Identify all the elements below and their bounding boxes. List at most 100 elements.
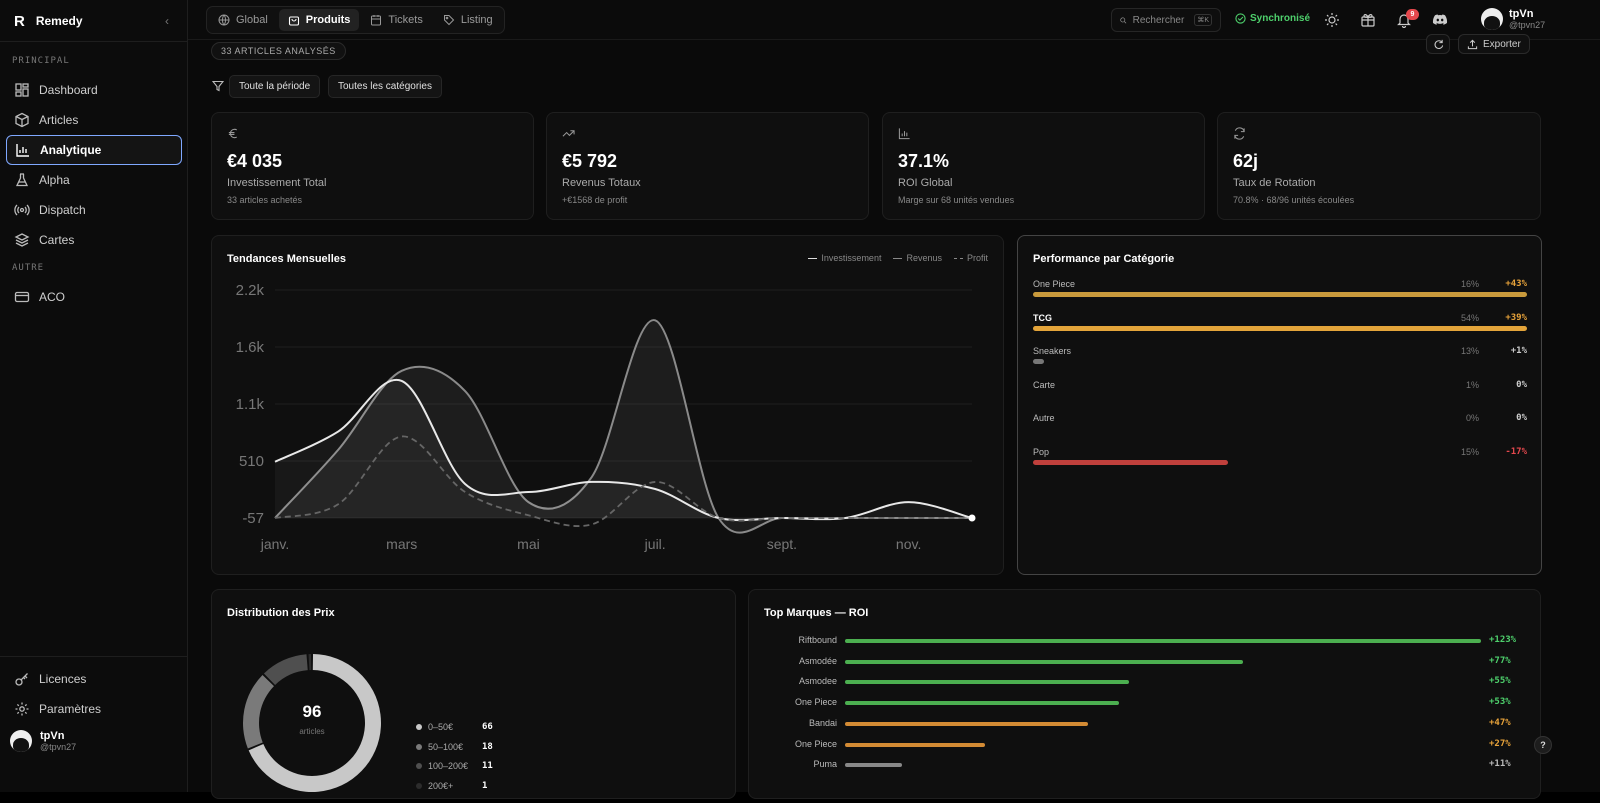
export-button[interactable]: Exporter [1458, 34, 1530, 54]
category-roi: +1% [1510, 346, 1527, 357]
sidebar-item-analytique[interactable]: Analytique [6, 135, 182, 165]
refresh-button[interactable] [1426, 34, 1450, 54]
category-name: TCG [1033, 312, 1052, 323]
brand-name: Riftbound [798, 635, 837, 645]
donut-total: 96 [302, 702, 322, 721]
performance-row[interactable]: Pop 15% -17% [1033, 447, 1527, 469]
category-share: 15% [1460, 447, 1479, 457]
kpi-label: Taux de Rotation [1233, 177, 1316, 189]
category-name: Carte [1033, 379, 1056, 390]
brand[interactable]: R Remedy [14, 12, 83, 30]
brands-card: Top Marques — ROI Riftbound +123% Asmodée +… [748, 589, 1541, 799]
search-icon [1120, 17, 1127, 23]
performance-row[interactable]: Carte 1% 0% [1033, 380, 1527, 402]
legend-revenus[interactable]: Revenus [893, 253, 942, 263]
sidebar-item-label: Licences [39, 672, 87, 686]
series-line-profit[interactable] [274, 435, 972, 527]
kpi-label: ROI Global [898, 177, 953, 189]
kpi-label: Investissement Total [227, 177, 327, 189]
price-donut-chart[interactable] [232, 643, 392, 803]
tab-listing[interactable]: Listing [434, 9, 502, 31]
sidebar-item-parametres[interactable]: Paramètres [6, 694, 182, 724]
brand-row[interactable]: Puma +11% [749, 759, 1541, 773]
x-tick-label: sept. [767, 536, 797, 552]
performance-row[interactable]: Autre 0% 0% [1033, 413, 1527, 435]
sidebar-item-label: Alpha [39, 173, 70, 187]
flask-icon [15, 173, 29, 187]
trends-chart[interactable]: 2.2k 1.6k 1.1k 510 -57 janv. mars mai juil. sept.… [212, 236, 1005, 576]
sidebar-item-label: Analytique [40, 143, 102, 157]
performance-row[interactable]: TCG 54% +39% [1033, 313, 1527, 335]
distribution-title: Distribution des Prix [227, 607, 335, 619]
performance-title: Performance par Catégorie [1033, 253, 1175, 265]
brand-row[interactable]: Asmodée +77% [749, 656, 1541, 670]
tab-global[interactable]: Global [209, 9, 277, 31]
series-line-investissement[interactable] [274, 378, 973, 522]
category-filter[interactable]: Toutes les catégories [328, 75, 442, 98]
brand-roi-bar [845, 701, 1120, 706]
main-content: 33 ARTICLES ANALYSÉS Exporter Toute la p… [188, 34, 1600, 799]
kpi-value: 62j [1233, 151, 1259, 171]
globe-icon [218, 14, 230, 26]
category-name: Sneakers [1033, 346, 1072, 357]
collapse-sidebar-icon[interactable]: ‹ [165, 14, 169, 28]
trends-card: Tendances Mensuelles Investissement Reve… [211, 235, 1004, 575]
donut-slice[interactable] [243, 674, 274, 749]
sidebar-item-cartes[interactable]: Cartes [6, 225, 182, 255]
brand-roi: +53% [1489, 697, 1511, 708]
sidebar-item-articles[interactable]: Articles [6, 105, 182, 135]
brand-roi-bar [845, 639, 1481, 643]
brand-row[interactable]: One Piece +27% [749, 739, 1541, 753]
brand-row[interactable]: Bandai +47% [749, 718, 1541, 732]
distribution-row: 100–200€ 11 [416, 761, 506, 773]
top-user-menu[interactable]: tpVn @tpvn27 [1481, 8, 1545, 30]
period-filter[interactable]: Toute la période [229, 75, 321, 98]
brand-row[interactable]: One Piece +53% [749, 697, 1541, 711]
sidebar-item-licences[interactable]: Licences [6, 664, 182, 694]
sidebar-item-dashboard[interactable]: Dashboard [6, 75, 182, 105]
discord-icon[interactable] [1432, 12, 1448, 28]
category-share: 0% [1465, 413, 1479, 424]
tab-label: Global [236, 14, 268, 26]
performance-row[interactable]: One Piece 16% +43% [1033, 279, 1527, 301]
active-point[interactable] [968, 514, 976, 522]
sidebar-item-alpha[interactable]: Alpha [6, 165, 182, 195]
legend-profit[interactable]: Profit [953, 253, 988, 263]
legend-investissement[interactable]: Investissement [808, 253, 881, 263]
donut-total-label: articles [299, 727, 325, 736]
trends-legend: Investissement Revenus Profit [808, 253, 988, 263]
price-count: 66 [482, 722, 493, 732]
performance-row[interactable]: Sneakers 13% +1% [1033, 346, 1527, 368]
tab-tickets[interactable]: Tickets [361, 9, 431, 31]
layers-icon [14, 233, 30, 247]
help-button[interactable]: ? [1534, 736, 1552, 754]
brand-row[interactable]: Asmodee +55% [749, 676, 1541, 690]
sidebar-user[interactable]: tpVn @tpvn27 [10, 730, 76, 752]
donut-slice[interactable] [308, 654, 312, 671]
user-name: tpVn [40, 730, 65, 742]
brand-row[interactable]: Riftbound +123% [749, 635, 1541, 649]
x-tick-label: mai [517, 536, 540, 552]
category-roi: 0% [1516, 413, 1527, 424]
top-tabs: Global Produits Tickets Listing [206, 6, 505, 34]
gift-icon[interactable] [1360, 12, 1376, 28]
sidebar-item-label: Dispatch [39, 203, 86, 217]
euro-icon [228, 128, 238, 139]
kpi-value: €5 792 [562, 151, 618, 171]
sun-icon[interactable] [1324, 12, 1340, 28]
brand-name: One Piece [794, 697, 837, 708]
brand-logo: R [14, 12, 25, 30]
sidebar-item-dispatch[interactable]: Dispatch [6, 195, 182, 225]
brands-title: Top Marques — ROI [764, 607, 869, 619]
tab-label: Tickets [388, 14, 423, 26]
series-area-revenus [275, 320, 972, 533]
tab-produits[interactable]: Produits [278, 9, 360, 31]
donut-slice[interactable] [263, 654, 308, 685]
trends-title: Tendances Mensuelles [227, 253, 347, 265]
search-button[interactable]: Rechercher ⌘K [1111, 8, 1221, 32]
sidebar-item-aco[interactable]: ACO [6, 282, 182, 312]
key-icon [15, 673, 28, 686]
category-name: One Piece [1033, 279, 1076, 289]
y-tick-label: 2.2k [236, 282, 265, 299]
